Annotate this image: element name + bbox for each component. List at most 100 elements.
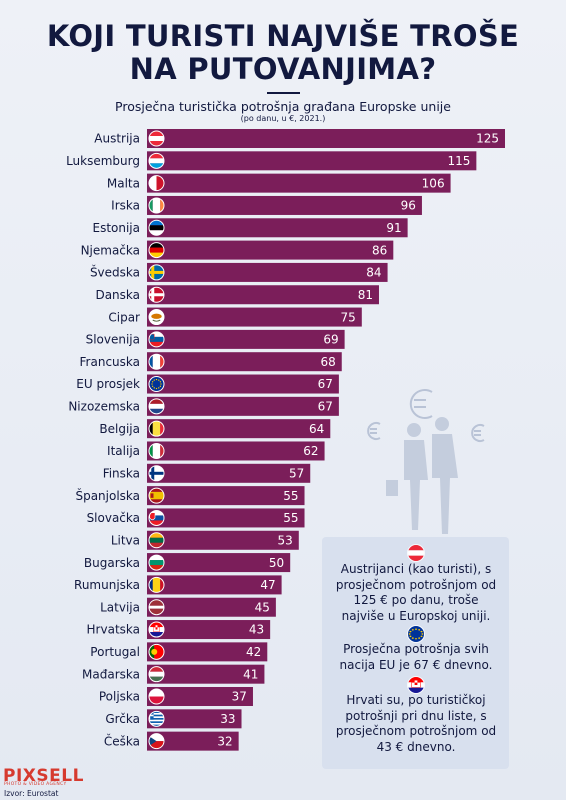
- bar-row: Latvija 45: [100, 597, 276, 617]
- bulgaria-flag-icon: [148, 554, 165, 571]
- category-label: Cipar: [108, 310, 140, 324]
- bar: [147, 441, 325, 461]
- bar: [147, 731, 239, 751]
- estonia-flag-icon: [148, 219, 165, 236]
- bar: [147, 374, 339, 394]
- value-label: 81: [358, 288, 373, 302]
- bar: [147, 419, 331, 439]
- bar-row: Luksemburg 115: [66, 151, 477, 171]
- category-label: Danska: [95, 288, 140, 302]
- value-label: 37: [232, 690, 247, 704]
- value-label: 125: [476, 132, 499, 146]
- bar: [147, 352, 342, 372]
- bar: [147, 687, 253, 706]
- latvia-flag-icon: [148, 599, 165, 616]
- value-label: 75: [341, 310, 356, 324]
- category-label: Finska: [103, 467, 140, 481]
- bar-row: Rumunjska 47: [74, 575, 282, 595]
- value-label: 64: [309, 422, 324, 436]
- portugal-flag-icon: [148, 643, 165, 660]
- category-label: Luksemburg: [66, 154, 140, 168]
- category-label: Austrija: [94, 132, 140, 146]
- germany-flag-icon: [148, 242, 165, 259]
- value-label: 91: [386, 221, 401, 235]
- lithuania-flag-icon: [148, 532, 165, 549]
- ireland-flag-icon: [148, 197, 165, 214]
- info-note: Hrvati su, po turističkoj potrošnji pri …: [335, 693, 497, 754]
- value-label: 115: [447, 154, 470, 168]
- hungary-flag-icon: [148, 666, 165, 683]
- malta-flag-icon: [148, 175, 165, 192]
- austria-flag-icon: [148, 130, 165, 147]
- value-label: 47: [260, 578, 275, 592]
- sweden-flag-icon: [148, 264, 165, 281]
- poland-flag-icon: [148, 688, 165, 705]
- bar-row: Grčka 33: [105, 709, 242, 729]
- source-note: Izvor: Eurostat: [4, 789, 59, 798]
- category-label: Švedska: [90, 265, 140, 280]
- value-label: 67: [318, 377, 333, 391]
- slovakia-flag-icon: [148, 509, 165, 526]
- bar-row: Slovačka 55: [87, 508, 305, 528]
- bar: [147, 218, 408, 238]
- bar: [147, 173, 451, 193]
- bar-row: Litva 53: [111, 530, 299, 550]
- netherlands-flag-icon: [148, 398, 165, 415]
- category-label: Grčka: [105, 712, 140, 726]
- greece-flag-icon: [148, 710, 165, 727]
- bar-row: Danska 81: [95, 285, 379, 305]
- bar-row: Malta 106: [107, 173, 451, 193]
- value-label: 41: [243, 667, 258, 681]
- belgium-flag-icon: [148, 420, 165, 437]
- value-label: 96: [401, 199, 416, 213]
- bar-row: Francuska 68: [80, 352, 342, 372]
- value-label: 43: [249, 623, 264, 637]
- pixsell-logo: PIXSELL: [3, 766, 84, 786]
- slovenia-flag-icon: [148, 331, 165, 348]
- finland-flag-icon: [148, 465, 165, 482]
- value-label: 45: [255, 600, 270, 614]
- bar: [147, 151, 477, 171]
- bar: [147, 463, 311, 483]
- croatia-flag-icon: [148, 621, 165, 638]
- bar-row: Portugal 42: [90, 642, 268, 662]
- bar: [147, 285, 379, 305]
- category-label: Mađarska: [82, 667, 140, 681]
- chart-subtitle: Prosječna turistička potrošnja građana E…: [115, 99, 451, 114]
- category-label: Malta: [107, 176, 140, 190]
- bar: [147, 530, 299, 550]
- bar: [147, 262, 388, 282]
- category-label: Slovenija: [86, 333, 140, 347]
- value-label: 42: [246, 645, 261, 659]
- bar-row: Poljska 37: [99, 687, 253, 706]
- category-label: Nizozemska: [68, 400, 140, 414]
- bar-row: Cipar 75: [108, 307, 362, 327]
- value-label: 55: [283, 489, 298, 503]
- croatia-flag-icon: [408, 677, 424, 693]
- category-label: Njemačka: [81, 243, 140, 257]
- bar: [147, 240, 394, 260]
- spain-flag-icon: [148, 487, 165, 504]
- bar-row: Bugarska 50: [84, 553, 291, 573]
- value-label: 84: [366, 266, 381, 280]
- travellers-decoration-icon: [367, 389, 485, 534]
- france-flag-icon: [148, 353, 165, 370]
- bar-row: Nizozemska 67: [68, 396, 339, 416]
- bar-row: Češka 32: [104, 731, 239, 751]
- bar: [147, 329, 345, 349]
- bar-row: Estonija 91: [92, 218, 408, 238]
- bar-row: Belgija 64: [99, 419, 331, 439]
- czechia-flag-icon: [148, 733, 165, 750]
- value-label: 57: [289, 467, 304, 481]
- category-label: Hrvatska: [87, 623, 140, 637]
- bar: [147, 553, 291, 573]
- pixsell-logo-subtitle: PHOTO & VIDEO AGENCY: [4, 782, 67, 787]
- romania-flag-icon: [148, 576, 165, 593]
- value-label: 68: [320, 355, 335, 369]
- bar-row: Irska 96: [111, 195, 422, 215]
- category-label: Bugarska: [84, 556, 140, 570]
- category-label: Belgija: [99, 422, 140, 436]
- bar: [147, 709, 242, 729]
- bar: [147, 575, 282, 595]
